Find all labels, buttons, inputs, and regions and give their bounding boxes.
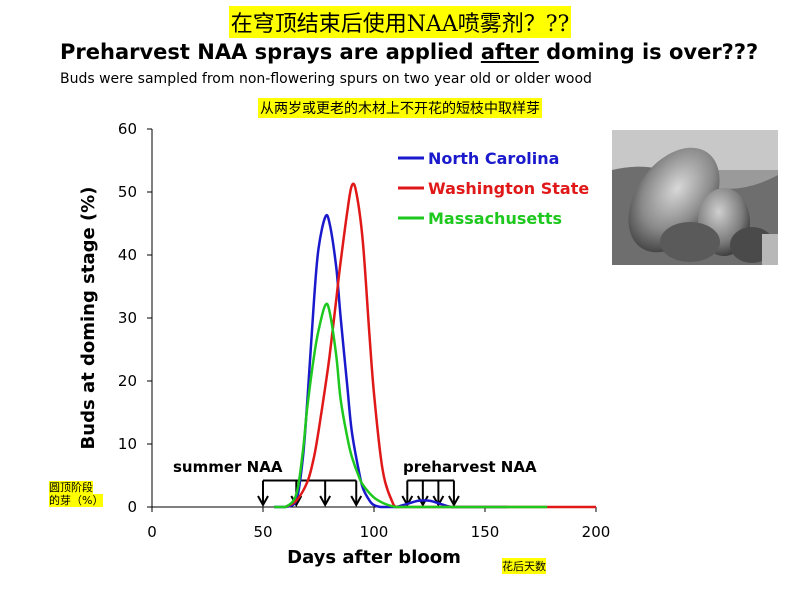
chinese-title-text: 在穹顶结束后使用NAA喷雾剂？??: [228, 6, 572, 38]
axes: 0 50 100 150 200 0 10 20 30 40 50 60 Days after bloo…: [78, 120, 610, 568]
title-part-after: after: [480, 40, 539, 64]
series-line-massachusetts: [274, 302, 548, 509]
legend: North Carolina Washington State Massachuse…: [398, 149, 589, 228]
spray-annotations: summer NAA preharvest NAA: [173, 458, 537, 508]
chinese-ylabel-line-2: 的芽（%）: [49, 494, 104, 507]
legend-label: Massachusetts: [428, 209, 562, 228]
series-lines: [274, 182, 597, 509]
legend-label: North Carolina: [428, 149, 559, 168]
chinese-xlabel-text: 花后天数: [502, 558, 546, 574]
y-tick-label: 20: [118, 372, 137, 390]
legend-label: Washington State: [428, 179, 589, 198]
x-tick-label: 200: [582, 523, 611, 541]
x-tick-label: 0: [147, 523, 157, 541]
chinese-subtitle: 从两岁或更老的木材上不开花的短枝中取样芽: [0, 98, 800, 118]
spray-arrow-head: [432, 495, 445, 508]
x-tick-label: 50: [253, 523, 272, 541]
y-tick-label: 50: [118, 183, 137, 201]
y-tick-label: 0: [127, 498, 137, 516]
y-tick-label: 10: [118, 435, 137, 453]
spray-arrow-head: [257, 495, 269, 508]
title-part-1: Preharvest NAA sprays are applied: [60, 40, 481, 64]
y-axis-label: Buds at doming stage (%): [78, 187, 99, 450]
spray-arrow-head: [448, 495, 460, 508]
subtitle: Buds were sampled from non-flowering spu…: [60, 71, 592, 87]
title-part-3: doming is over???: [538, 40, 759, 64]
sem-bud-micrograph-icon: [612, 130, 778, 265]
chinese-subtitle-text: 从两岁或更老的木材上不开花的短枝中取样芽: [258, 98, 542, 118]
page-title: Preharvest NAA sprays are applied after …: [60, 40, 780, 64]
preharvest-naa-label: preharvest NAA: [403, 458, 537, 476]
chinese-title: 在穹顶结束后使用NAA喷雾剂？??: [0, 6, 800, 38]
x-tick-label: 150: [471, 523, 500, 541]
spray-arrow-head: [290, 495, 303, 508]
y-tick-label: 30: [118, 309, 137, 327]
spray-arrow-head: [350, 495, 363, 508]
chinese-ylabel-line-1: 圆顶阶段: [49, 481, 93, 494]
spray-arrow-head: [416, 495, 429, 508]
y-tick-label: 40: [118, 246, 137, 264]
spray-arrow-head: [319, 495, 332, 508]
y-tick-label: 60: [118, 120, 137, 138]
chinese-xlabel: 花后天数: [502, 558, 546, 574]
chinese-ylabel: 圆顶阶段 的芽（%）: [49, 481, 109, 507]
series-line-north-carolina: [274, 213, 508, 509]
x-axis-label: Days after bloom: [287, 547, 461, 568]
summer-naa-label: summer NAA: [173, 458, 283, 476]
x-tick-label: 100: [360, 523, 389, 541]
